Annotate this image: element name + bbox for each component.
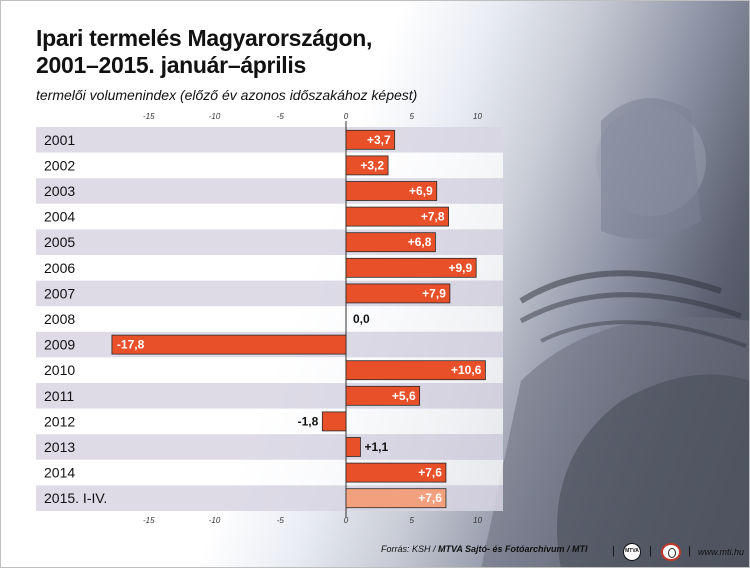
tick-label-bottom: -15 (143, 516, 155, 525)
data-label: 0,0 (353, 312, 370, 326)
bar (345, 155, 389, 176)
bar (345, 437, 361, 457)
data-label: +3,2 (360, 158, 384, 172)
year-label: 2014 (44, 465, 75, 481)
tick-label-bottom: 5 (410, 516, 415, 525)
year-label: 2003 (44, 183, 75, 199)
data-label: +6,9 (409, 184, 433, 198)
year-label: 2001 (44, 132, 75, 148)
year-label: 2015. I-IV. (44, 490, 107, 506)
year-label: 2011 (44, 388, 74, 404)
data-label: +1,1 (364, 440, 388, 454)
data-label: +7,6 (418, 466, 442, 480)
year-label: 2012 (44, 413, 75, 429)
tick-label-bottom: -5 (277, 516, 285, 525)
bar (345, 206, 449, 227)
row-band (36, 127, 503, 153)
row-band (36, 408, 503, 435)
year-label: 2006 (44, 260, 75, 276)
bar (111, 334, 347, 355)
year-label: 2010 (44, 362, 75, 378)
year-label: 2008 (44, 311, 75, 327)
data-label: +6,8 (408, 235, 432, 249)
row-band (36, 306, 503, 332)
year-label: 2002 (44, 157, 75, 173)
chart-title: Ipari termelés Magyarországon, 2001–2015… (36, 25, 372, 79)
bar (345, 232, 436, 253)
data-label: +5,6 (392, 389, 416, 403)
mtva-logo-text: MTVA (625, 548, 639, 554)
data-label: -1,8 (298, 414, 319, 428)
chart-subtitle: termelői volumenindex (előző év azonos i… (36, 87, 418, 103)
tick-label-top: 10 (473, 112, 482, 121)
tick-label-top: 5 (410, 112, 415, 121)
bar (345, 360, 486, 381)
tick-label-top: -15 (143, 112, 155, 121)
source-agency: MTVA Sajtó- és Fotóarchívum / MTI (438, 544, 588, 554)
source-prefix: Forrás: KSH / (381, 544, 439, 554)
data-label: +7,8 (421, 210, 445, 224)
mtva-logo-icon: MTVA (623, 543, 641, 561)
chart-title-line1: Ipari termelés Magyarországon, (36, 25, 373, 51)
data-label: +7,9 (422, 286, 446, 300)
data-label: +9,9 (448, 261, 472, 275)
tick-label-bottom: 0 (344, 516, 349, 525)
year-label: 2009 (44, 337, 75, 353)
source-credit: Forrás: KSH / MTVA Sajtó- és Fotóarchívu… (381, 544, 588, 554)
tick-label-top: 0 (344, 112, 349, 121)
data-label: -17,8 (117, 338, 145, 352)
tick-label-bottom: 10 (473, 516, 482, 525)
year-label: 2007 (44, 285, 75, 301)
bar (345, 385, 421, 406)
tick-label-top: -10 (209, 112, 221, 121)
separator: | (649, 545, 652, 557)
bar (321, 411, 347, 432)
website-url[interactable]: www.mti.hu (698, 547, 745, 557)
tick-label-bottom: -10 (209, 516, 221, 525)
bar (345, 462, 447, 483)
tick-label-top: -5 (277, 112, 285, 121)
chart-title-line2: 2001–2015. január–április (36, 52, 306, 78)
year-label: 2004 (44, 209, 75, 225)
data-label: +7,6 (418, 491, 442, 505)
year-label: 2013 (44, 439, 75, 455)
row-band (36, 434, 503, 460)
data-label: +3,7 (367, 133, 391, 147)
separator: | (612, 545, 615, 557)
year-label: 2005 (44, 234, 75, 250)
bar (345, 488, 447, 509)
bar (345, 129, 396, 150)
data-label: +10,6 (451, 363, 482, 377)
mti-logo-icon (661, 543, 681, 561)
separator: | (688, 545, 691, 557)
row-band (36, 152, 503, 179)
bar (345, 283, 451, 304)
bar (345, 181, 438, 201)
row-band (36, 383, 503, 409)
bar (345, 257, 477, 278)
